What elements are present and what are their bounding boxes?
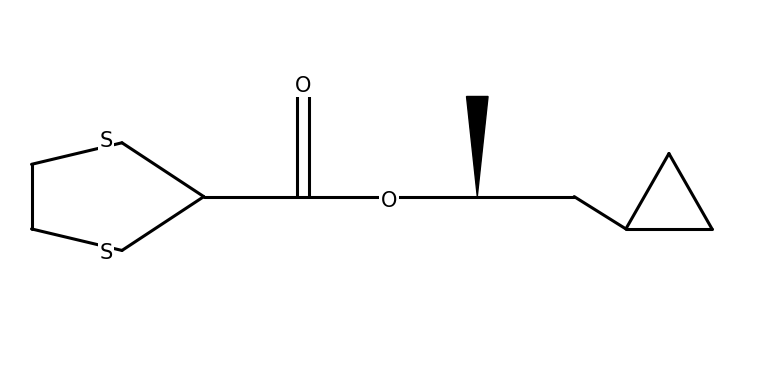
Polygon shape — [467, 97, 488, 197]
Text: O: O — [380, 191, 398, 211]
Text: S: S — [100, 243, 113, 262]
Text: S: S — [100, 130, 113, 151]
Text: O: O — [295, 76, 311, 96]
